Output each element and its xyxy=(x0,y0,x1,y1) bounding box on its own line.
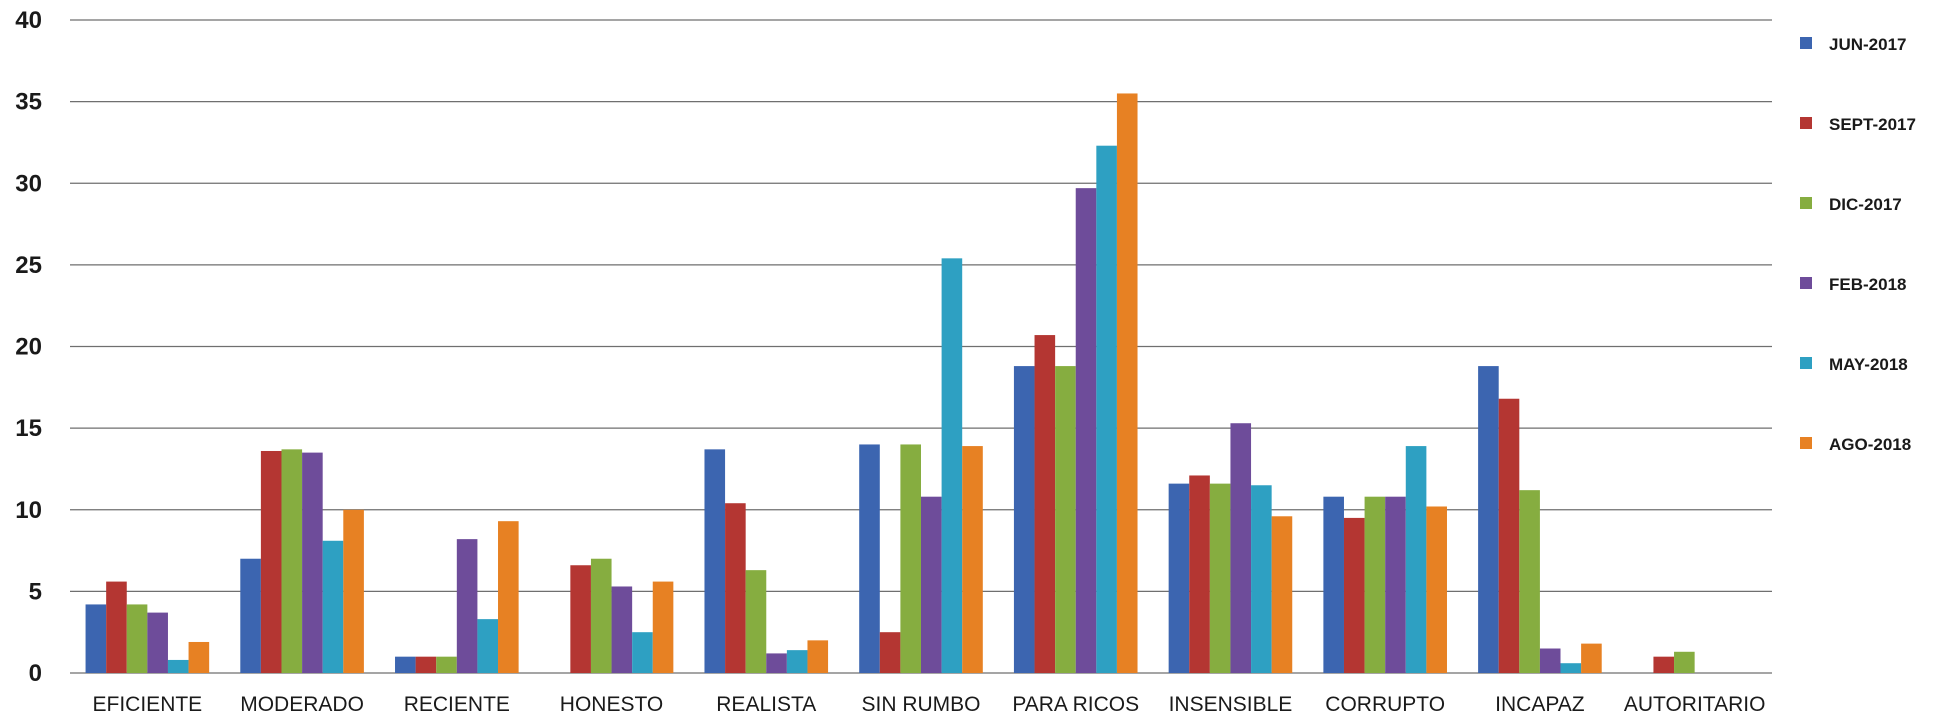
bar xyxy=(1034,335,1056,673)
x-tick-label: RECIENTE xyxy=(404,693,510,716)
legend-swatch xyxy=(1800,357,1812,369)
x-tick-label: MODERADO xyxy=(240,693,364,716)
bar xyxy=(456,539,478,673)
bar xyxy=(900,444,921,673)
x-tick-label: INCAPAZ xyxy=(1495,693,1585,716)
bar xyxy=(962,446,983,673)
bar xyxy=(1426,506,1447,673)
bar xyxy=(1478,366,1499,673)
bar xyxy=(106,581,127,673)
x-axis-ticks: EFICIENTE MODERADO RECIENTE HONESTO REALISTA… xyxy=(93,693,1766,716)
bar xyxy=(879,632,901,673)
legend-label: AGO-2018 xyxy=(1829,435,1911,454)
bar xyxy=(1343,517,1365,673)
bar xyxy=(766,653,787,673)
bar xyxy=(704,449,726,673)
bar xyxy=(1189,475,1210,673)
y-tick-label: 0 xyxy=(29,660,42,687)
legend-swatch xyxy=(1800,117,1812,129)
bar xyxy=(941,258,963,673)
legend-label: DIC-2017 xyxy=(1829,195,1902,214)
bar xyxy=(1674,651,1695,673)
legend-swatch xyxy=(1800,37,1812,49)
bar xyxy=(1560,663,1582,673)
bar xyxy=(1519,490,1540,673)
bar xyxy=(786,650,808,673)
bar xyxy=(745,570,767,673)
legend-swatch xyxy=(1800,437,1812,449)
bar xyxy=(611,586,633,673)
bar xyxy=(1405,446,1427,673)
y-tick-label: 35 xyxy=(15,89,42,116)
y-tick-label: 20 xyxy=(15,334,42,361)
bar xyxy=(1653,656,1675,673)
bar xyxy=(188,641,210,673)
bar xyxy=(436,656,457,673)
bar xyxy=(725,503,746,673)
legend-label: FEB-2018 xyxy=(1829,275,1906,294)
bar xyxy=(322,540,344,673)
bar xyxy=(302,452,323,673)
bar xyxy=(395,656,416,673)
y-tick-label: 40 xyxy=(15,7,42,34)
legend-label: SEPT-2017 xyxy=(1829,115,1916,134)
bar xyxy=(1385,496,1406,673)
bar xyxy=(415,656,437,673)
bar xyxy=(1209,483,1231,673)
bar xyxy=(260,450,282,673)
bar xyxy=(147,612,168,673)
bar xyxy=(807,640,829,673)
bar xyxy=(570,565,591,673)
bar xyxy=(1096,145,1117,673)
bar xyxy=(632,632,653,673)
bar xyxy=(167,659,189,673)
bar xyxy=(1116,93,1138,673)
x-tick-label: REALISTA xyxy=(716,693,816,716)
legend: JUN-2017 SEPT-2017 DIC-2017 FEB-2018 MAY-201… xyxy=(1800,35,1916,454)
x-tick-label: AUTORITARIO xyxy=(1624,693,1766,716)
bar xyxy=(652,581,674,673)
x-tick-label: EFICIENTE xyxy=(93,693,203,716)
bar xyxy=(85,604,107,673)
x-tick-label: INSENSIBLE xyxy=(1169,693,1293,716)
y-tick-label: 10 xyxy=(15,497,42,524)
legend-swatch xyxy=(1800,277,1812,289)
x-tick-label: PARA RICOS xyxy=(1012,693,1139,716)
bar xyxy=(859,444,880,673)
bar xyxy=(1251,485,1272,673)
bar xyxy=(1323,496,1344,673)
bar xyxy=(498,521,519,673)
legend-swatch xyxy=(1800,197,1812,209)
bar xyxy=(126,604,148,673)
bar xyxy=(1539,648,1561,673)
bar xyxy=(1168,483,1190,673)
bar xyxy=(921,496,942,673)
bar xyxy=(1498,398,1520,673)
bar xyxy=(1581,643,1602,673)
bar xyxy=(1364,496,1386,673)
y-tick-label: 30 xyxy=(15,170,42,197)
y-axis-ticks: 0 5 10 15 20 25 30 35 40 xyxy=(15,7,42,687)
legend-label: JUN-2017 xyxy=(1829,35,1907,54)
bars xyxy=(85,93,1695,673)
bar xyxy=(343,509,364,673)
y-tick-label: 25 xyxy=(15,252,42,279)
bar xyxy=(1055,366,1076,673)
x-tick-label: CORRUPTO xyxy=(1325,693,1445,716)
x-tick-label: HONESTO xyxy=(560,693,663,716)
bar xyxy=(1271,516,1293,673)
legend-label: MAY-2018 xyxy=(1829,355,1908,374)
y-tick-label: 15 xyxy=(15,415,42,442)
bar xyxy=(1013,366,1035,673)
bar xyxy=(590,558,612,673)
bar xyxy=(477,619,499,673)
bar xyxy=(281,449,303,673)
bar xyxy=(1075,188,1097,673)
y-tick-label: 5 xyxy=(29,578,42,605)
x-tick-label: SIN RUMBO xyxy=(861,693,980,716)
bar xyxy=(1230,423,1252,673)
bar xyxy=(240,558,261,673)
